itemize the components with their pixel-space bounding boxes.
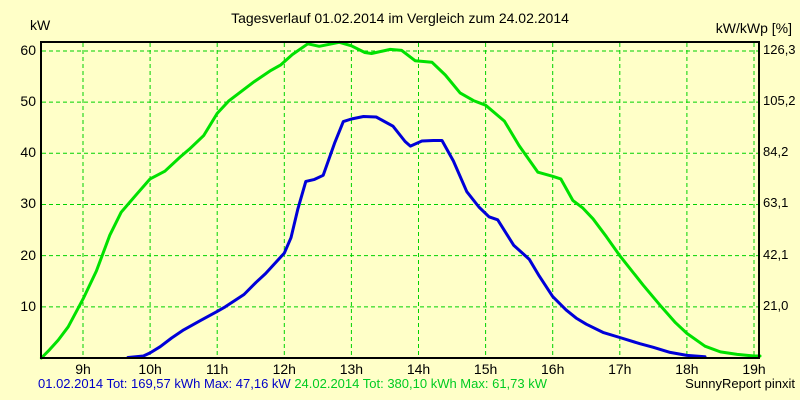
series-line-01-02-2014 [126,115,707,359]
right-axis-tick-label: 126,3 [763,41,796,57]
left-axis-tick-label: 40 [20,144,36,161]
footer-summary-green: 24.02.2014 Tot: 380,10 kWh Max: 61,73 kW [294,376,547,391]
x-axis-tick-label: 10h [138,361,162,377]
x-axis-tick-label: 11h [206,361,229,377]
brand-label: SunnyReport pinxit [685,376,795,391]
series-line-24-02-2014 [39,40,762,360]
x-axis-tick-label: 18h [675,361,699,377]
right-axis-tick-label: 42,1 [763,246,789,262]
left-axis-tick-label: 60 [20,41,36,58]
right-axis-tick-label: 63,1 [763,195,789,211]
right-axis-tick-label: 105,2 [763,93,796,109]
x-axis-tick-label: 19h [742,361,766,377]
left-axis-tick-label: 30 [20,195,36,212]
footer-summary-blue: 01.02.2014 Tot: 169,57 kWh Max: 47,16 kW [38,376,291,391]
footer-summary: 01.02.2014 Tot: 169,57 kWh Max: 47,16 kW… [38,376,547,391]
x-axis-tick-label: 16h [541,361,565,377]
x-axis-tick-label: 17h [608,361,632,377]
x-axis-tick-label: 14h [406,361,431,377]
right-axis-tick-label: 84,2 [763,144,789,160]
plot-border [40,41,760,359]
right-axis-unit-label: kW/kWp [%] [715,20,792,36]
x-axis-tick-label: 12h [272,361,296,377]
x-axis-tick-label: 15h [473,361,498,377]
left-axis-tick-label: 50 [20,93,36,110]
left-axis-tick-label: 10 [20,297,36,314]
left-axis-unit-label: kW [30,17,51,33]
x-axis-tick-label: 9h [75,361,91,377]
chart-title: Tagesverlauf 01.02.2014 im Vergleich zum… [231,10,569,26]
x-axis-tick-label: 13h [339,361,364,377]
right-axis-tick-label: 21,0 [763,297,789,313]
left-axis-tick-label: 20 [20,246,36,263]
